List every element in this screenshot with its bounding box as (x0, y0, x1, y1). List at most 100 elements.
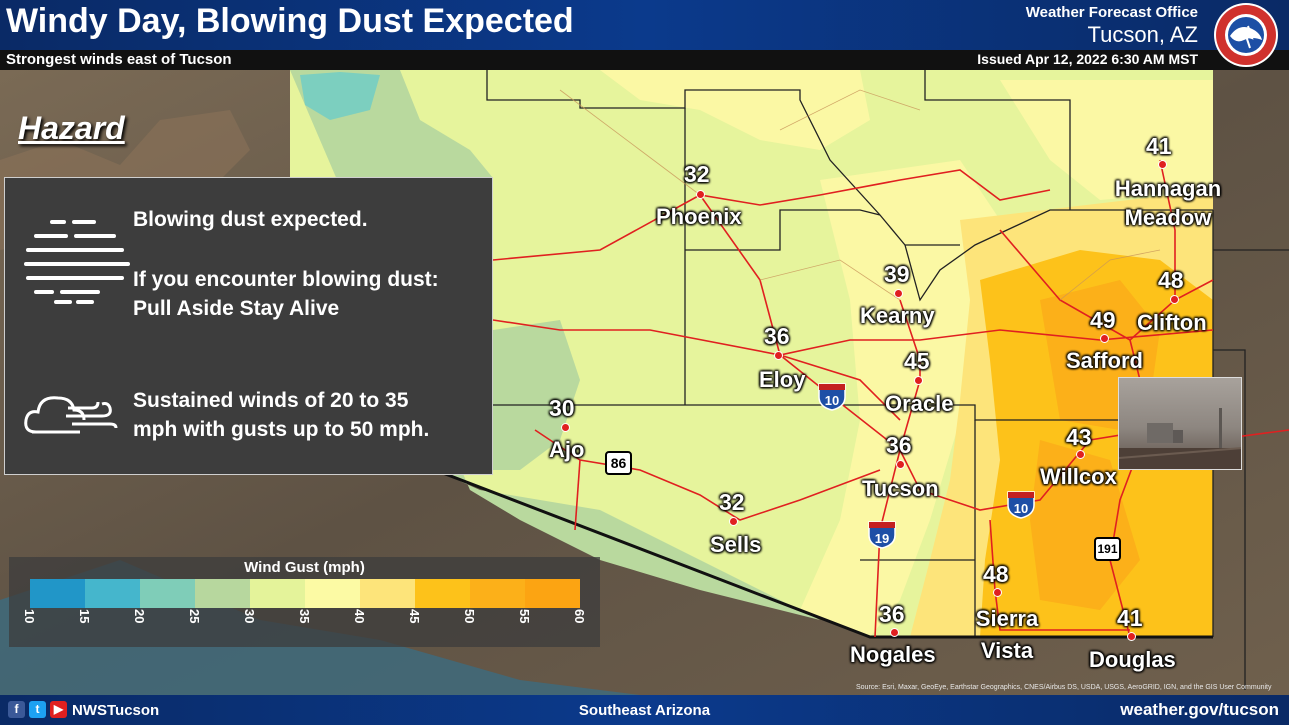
office-name: Weather Forecast Office (1025, 4, 1198, 21)
footer-bar: NWSTucson Southeast Arizona weather.gov/… (0, 695, 1289, 725)
gust-value-clifton: 48 (1158, 267, 1184, 293)
gust-value-willcox: 43 (1066, 424, 1092, 450)
forecast-map (0, 70, 1289, 695)
city-label-tucson: Tucson (862, 476, 939, 501)
us-86-shield: 86 (605, 451, 632, 475)
city-dot-phoenix (696, 190, 705, 199)
legend-tick-label: 60 (572, 609, 587, 624)
i19-number: 19 (875, 531, 889, 546)
city-label-safford: Safford (1066, 348, 1143, 373)
city-dot-sierra-vista (993, 588, 1002, 597)
website-link[interactable]: weather.gov/tucson (1120, 700, 1279, 719)
legend-tick-label: 35 (297, 609, 312, 624)
subtitle-bar (0, 50, 1289, 70)
city-dot-tucson (896, 460, 905, 469)
legend-tick-labels: 10 15 20 25 30 35 40 45 50 55 60 (22, 609, 590, 645)
page-subtitle: Strongest winds east of Tucson (6, 51, 232, 68)
i10-number-east: 10 (1014, 501, 1028, 516)
legend-swatch (250, 579, 305, 608)
legend-swatch (140, 579, 195, 608)
city-dot-clifton (1170, 295, 1179, 304)
city-dot-hannagan-meadow (1158, 160, 1167, 169)
city-dot-nogales (890, 628, 899, 637)
dust-expected-text: Blowing dust expected. (133, 208, 368, 231)
interstate-10-shield-east: 10 (1007, 491, 1035, 519)
gust-value-sierra-vista: 48 (983, 561, 1009, 587)
dust-photo (1118, 377, 1242, 470)
wind-gust-text: mph with gusts up to 50 mph. (133, 418, 430, 441)
city-label-douglas: Douglas (1089, 647, 1176, 672)
city-label-nogales: Nogales (850, 642, 936, 667)
i10-number: 10 (825, 393, 839, 408)
dust-advice-text: If you encounter blowing dust: (133, 268, 439, 291)
youtube-icon[interactable]: ▶ (50, 701, 67, 718)
gust-value-douglas: 41 (1117, 605, 1143, 631)
legend-swatch (415, 579, 470, 608)
wind-cloud-icon (24, 396, 118, 434)
city-dot-eloy (774, 351, 783, 360)
city-label-kearny: Kearny (860, 303, 935, 328)
hazard-heading: Hazard (18, 110, 125, 146)
blowing-dust-icon (24, 220, 130, 304)
city-dot-oracle (914, 376, 923, 385)
legend-swatch (85, 579, 140, 608)
issued-time: Issued Apr 12, 2022 6:30 AM MST (977, 51, 1198, 67)
legend-swatch (305, 579, 360, 608)
hazard-info-panel: Blowing dust expected. If you encounter … (4, 177, 493, 475)
gust-value-phoenix: 32 (684, 161, 710, 187)
interstate-10-shield: 10 (818, 383, 846, 411)
gust-value-safford: 49 (1090, 307, 1116, 333)
city-label-oracle: Oracle (885, 391, 954, 416)
legend-color-scale (30, 579, 580, 608)
legend-title: Wind Gust (mph) (244, 559, 365, 576)
legend-tick-label: 30 (242, 609, 257, 624)
city-label-phoenix: Phoenix (656, 204, 742, 229)
map-source-credit: Source: Esri, Maxar, GeoEye, Earthstar G… (856, 684, 1272, 691)
gust-value-hannagan-meadow: 41 (1146, 133, 1172, 159)
city-label-ajo: Ajo (549, 437, 585, 462)
legend-swatch (195, 579, 250, 608)
facebook-icon[interactable]: f (8, 701, 25, 718)
city-dot-kearny (894, 289, 903, 298)
nws-logo (1214, 3, 1278, 67)
pull-aside-text: Pull Aside Stay Alive (133, 297, 340, 320)
gust-value-eloy: 36 (764, 323, 790, 349)
legend-swatch (470, 579, 525, 608)
gust-value-ajo: 30 (549, 395, 575, 421)
gust-value-tucson: 36 (886, 432, 912, 458)
city-label-eloy: Eloy (759, 367, 806, 392)
city-dot-douglas (1127, 632, 1136, 641)
page-title: Windy Day, Blowing Dust Expected (6, 2, 574, 40)
city-label-clifton: Clifton (1137, 310, 1207, 335)
city-dot-willcox (1076, 450, 1085, 459)
social-handle[interactable]: NWSTucson (72, 702, 160, 719)
legend-tick-label: 15 (77, 609, 92, 624)
legend-tick-label: 45 (407, 609, 422, 624)
interstate-19-shield: 19 (868, 521, 896, 549)
city-label-sierra-vista: Sierra Vista (975, 606, 1039, 663)
gust-value-nogales: 36 (879, 601, 905, 627)
city-dot-ajo (561, 423, 570, 432)
city-label-sells: Sells (710, 532, 762, 557)
legend-tick-label: 25 (187, 609, 202, 624)
legend-swatch (360, 579, 415, 608)
gust-value-oracle: 45 (904, 348, 930, 374)
legend-tick-label: 50 (462, 609, 477, 624)
legend-swatch (525, 579, 580, 608)
gust-value-sells: 32 (719, 489, 745, 515)
twitter-icon[interactable]: t (29, 701, 46, 718)
wind-gust-legend: Wind Gust (mph) 10 15 20 25 30 35 40 45 50 55 60 (9, 557, 600, 647)
gust-value-kearny: 39 (884, 261, 910, 287)
region-label: Southeast Arizona (578, 702, 711, 719)
legend-tick-label: 40 (352, 609, 367, 624)
city-label-hannagan-meadow: Hannagan Meadow (1114, 176, 1222, 230)
legend-tick-label: 10 (22, 609, 37, 624)
legend-tick-label: 20 (132, 609, 147, 624)
city-label-willcox: Willcox (1040, 464, 1117, 489)
legend-tick-label: 55 (517, 609, 532, 624)
office-location: Tucson, AZ (1087, 22, 1198, 47)
city-dot-sells (729, 517, 738, 526)
us-191-shield: 191 (1094, 537, 1121, 561)
legend-swatch (30, 579, 85, 608)
wind-speed-text: Sustained winds of 20 to 35 (133, 389, 409, 412)
